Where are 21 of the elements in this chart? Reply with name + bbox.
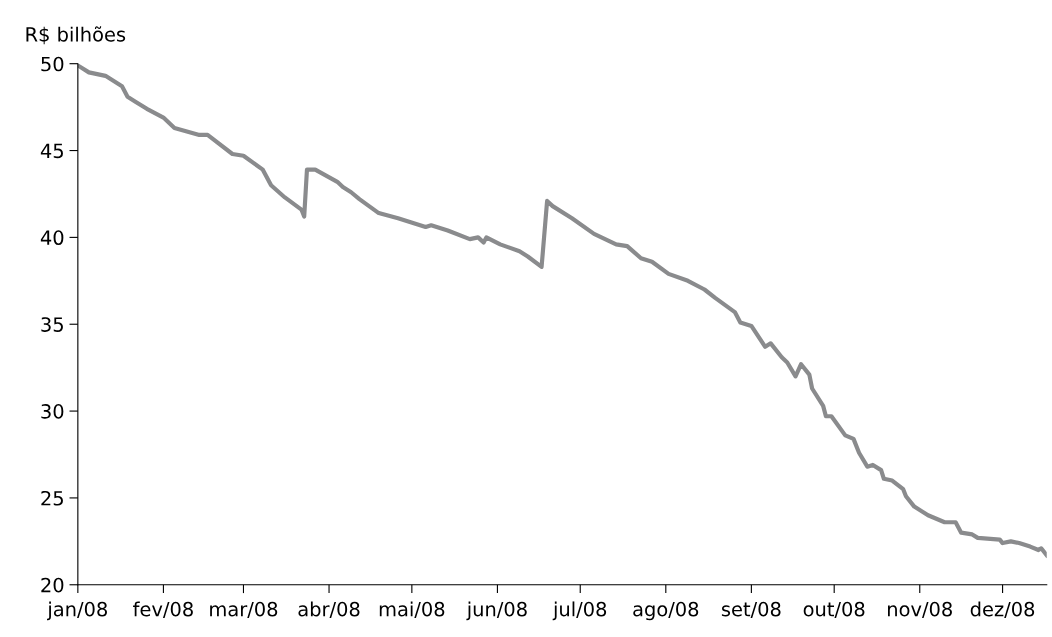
y-tick-label: 45 (40, 143, 63, 159)
x-tick-label: dez/08 (970, 601, 1035, 619)
y-tick-label: 20 (41, 577, 64, 593)
y-tick-label: 35 (41, 317, 63, 332)
y-tick-label: 50 (41, 56, 64, 72)
x-tick-label: mai/08 (379, 601, 445, 619)
x-tick-label: set/08 (721, 601, 781, 619)
y-tick-label: 40 (40, 230, 64, 246)
x-tick-label: fev/08 (133, 601, 193, 619)
x-tick-label: out/08 (803, 601, 865, 619)
x-tick-label: jul/08 (552, 601, 607, 621)
line-series (77, 63, 1047, 558)
y-axis-title: R$ bilhões (26, 26, 126, 45)
x-tick-label: abr/08 (298, 601, 360, 619)
y-tick-label: 25 (41, 490, 63, 506)
x-tick-label: jan/08 (47, 601, 107, 621)
x-tick-label: nov/08 (888, 601, 952, 619)
x-tick-label: jun/08 (466, 601, 527, 621)
x-tick-label: mar/08 (210, 601, 278, 619)
x-tick-label: ago/08 (633, 601, 699, 621)
y-tick-label: 30 (41, 404, 64, 419)
